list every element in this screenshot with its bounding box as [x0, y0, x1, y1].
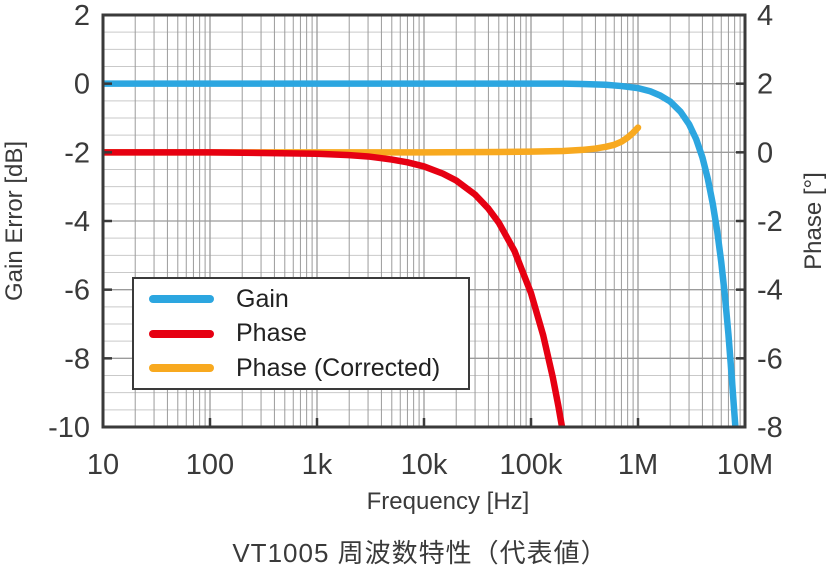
x-tick-label: 10M: [717, 449, 773, 481]
x-tick-label: 10k: [401, 449, 448, 481]
tick-marks: [101, 13, 747, 429]
legend: Gain Phase Phase (Corrected): [132, 277, 470, 390]
y-left-tick-label: -10: [48, 412, 90, 444]
y-left-tick-label: -4: [64, 206, 90, 238]
y-left-tick-label: -8: [64, 343, 90, 375]
phase-corrected-line-swatch: [149, 364, 214, 372]
x-tick-label: 1M: [618, 449, 658, 481]
y-right-tick-label: 2: [757, 69, 773, 101]
y-right-tick-label: 4: [757, 0, 773, 32]
y-left-tick-label: -6: [64, 275, 90, 307]
y-left-tick-label: 0: [74, 69, 90, 101]
x-tick-label: 100: [186, 449, 234, 481]
legend-label-phase: Phase: [236, 319, 307, 347]
y-right-tick-label: -2: [757, 206, 783, 238]
phase-line-swatch: [149, 329, 214, 338]
chart-title: VT1005 周波数特性（代表値）: [232, 538, 608, 568]
curve-phase-corrected: [103, 124, 642, 156]
y-right-tick-label: -6: [757, 343, 783, 375]
y-right-tick-label: 0: [757, 137, 773, 169]
gain-line-swatch: [149, 295, 214, 303]
y-axis-label-left: Gain Error [dB]: [1, 141, 28, 301]
legend-label-gain: Gain: [236, 284, 289, 313]
y-right-tick-label: -4: [757, 275, 783, 307]
curve-gain: [103, 80, 739, 427]
x-axis-label: Frequency [Hz]: [367, 488, 530, 515]
tick-labels: 2 0 -2 -4 -6 -8 -10 4 2 0 -2 -4 -6 -8 10 100 1k 10k 100k 1M…: [48, 0, 783, 481]
x-tick-label: 100k: [500, 449, 563, 481]
legend-label-phase-corrected: Phase (Corrected): [236, 353, 441, 382]
legend-item-phase-corrected: Phase (Corrected): [149, 354, 468, 383]
y-left-tick-label: -2: [64, 137, 90, 169]
y-right-tick-label: -8: [757, 412, 783, 444]
legend-item-gain: Gain: [149, 285, 468, 314]
x-tick-label: 10: [87, 449, 119, 481]
legend-item-phase: Phase: [149, 319, 468, 348]
y-axis-label-right: Phase [°]: [800, 172, 827, 270]
curve-phase: [103, 149, 566, 427]
y-left-tick-label: 2: [74, 0, 90, 32]
data-curves: [103, 80, 739, 427]
x-tick-label: 1k: [302, 449, 333, 481]
